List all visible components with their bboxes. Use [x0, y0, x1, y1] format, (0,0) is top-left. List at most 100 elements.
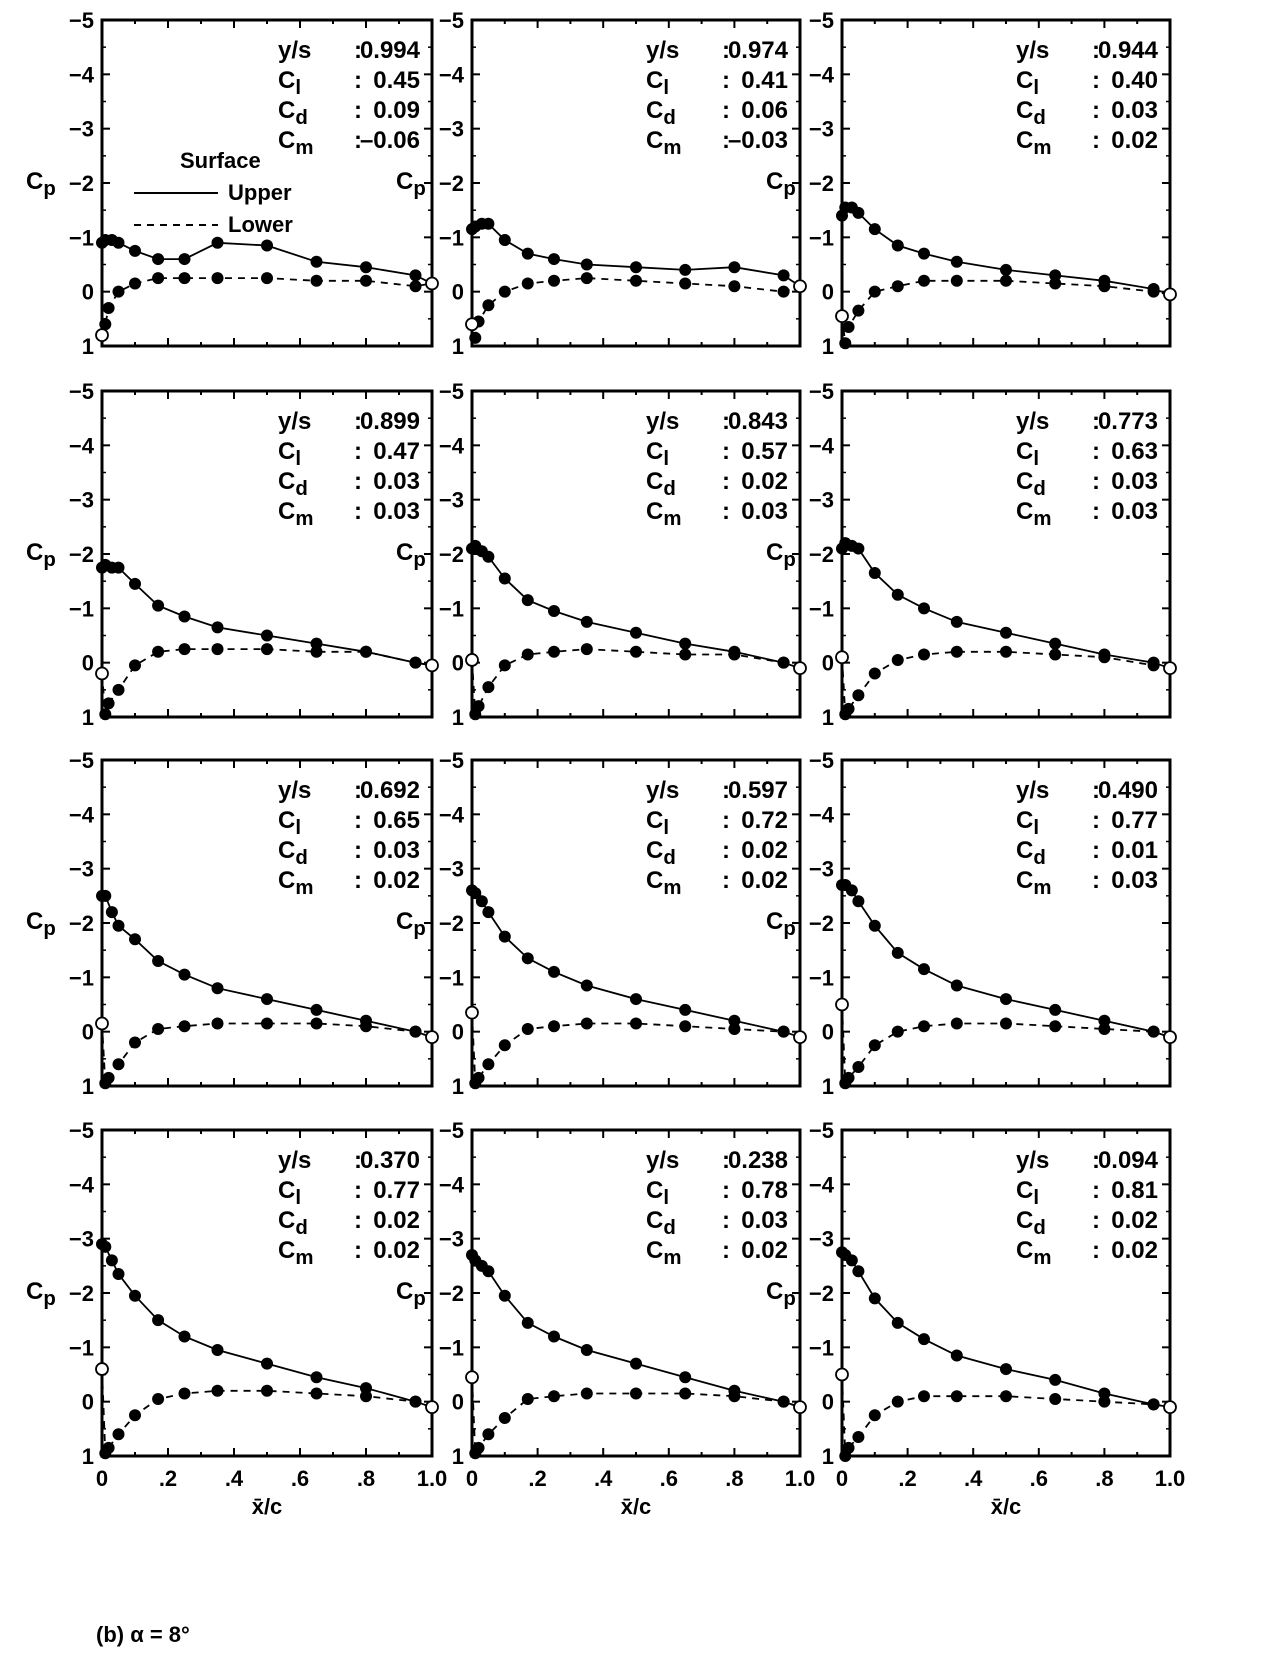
cm-label: Cm: [646, 867, 681, 899]
x-tick-label: .2: [528, 1466, 546, 1491]
cd-label: Cd: [646, 837, 676, 869]
cl-value: 0.47: [373, 438, 420, 465]
x-tick-label: 0: [836, 1466, 848, 1491]
y-tick-label: −4: [439, 802, 465, 827]
cd-value: 0.02: [1111, 1207, 1158, 1234]
ys-value: 0.974: [728, 37, 789, 64]
lower-data-point: [1000, 1017, 1012, 1030]
y-tick-label: −5: [69, 748, 94, 773]
cm-value: 0.02: [741, 1237, 788, 1264]
panel-2: −5−4−3−2−101Cpy/s:0.974Cl:0.41Cd:0.06Cm:…: [396, 8, 807, 359]
cd-value: 0.03: [373, 468, 420, 495]
lower-data-point: [728, 1390, 741, 1403]
ys-value: 0.490: [1098, 777, 1158, 804]
ys-label: y/s: [646, 1147, 679, 1174]
legend-title: Surface: [180, 148, 261, 173]
lower-data-point: [918, 274, 930, 287]
lower-data-point: [842, 702, 855, 715]
lower-data-point: [178, 1020, 191, 1033]
lower-data-point: [1049, 648, 1062, 661]
cl-label: Cl: [646, 67, 669, 99]
upper-data-point: [475, 895, 488, 908]
upper-data-point: [891, 946, 904, 959]
cd-colon: :: [1092, 97, 1100, 124]
cd-colon: :: [722, 468, 730, 495]
upper-data-point: [852, 1265, 865, 1278]
lower-data-point: [112, 285, 125, 298]
y-tick-label: −3: [439, 1227, 464, 1252]
ys-label: y/s: [1016, 777, 1049, 804]
lower-data-point: [548, 1390, 560, 1403]
trailing-edge-point: [793, 279, 807, 294]
upper-data-point: [261, 993, 273, 1006]
upper-data-point: [469, 887, 482, 900]
upper-data-point: [548, 965, 560, 978]
y-tick-label: −2: [439, 542, 464, 567]
cm-label: Cm: [1016, 127, 1051, 159]
y-tick-label: −4: [69, 802, 95, 827]
lower-data-point: [409, 1395, 422, 1408]
upper-data-point: [498, 234, 511, 247]
trailing-edge-point: [425, 276, 439, 291]
y-tick-label: −5: [439, 379, 464, 404]
x-tick-label: .2: [159, 1466, 177, 1491]
y-tick-label: −3: [439, 117, 464, 142]
lower-data-point: [679, 1020, 692, 1033]
upper-data-point: [178, 610, 191, 623]
lower-data-point: [1147, 1398, 1160, 1411]
ys-label: y/s: [278, 37, 311, 64]
cd-label: Cd: [278, 97, 308, 129]
y-tick-label: −5: [69, 379, 94, 404]
upper-data-point: [409, 269, 422, 282]
leading-edge-point: [95, 1016, 109, 1031]
ys-colon: :: [722, 1147, 730, 1174]
lower-surface-line: [101, 648, 433, 715]
y-tick-label: −1: [809, 225, 834, 250]
y-tick-label: −2: [69, 911, 94, 936]
y-tick-label: −3: [69, 857, 94, 882]
x-axis-label: x̄/c: [621, 1494, 652, 1519]
cl-value: 0.45: [373, 67, 420, 94]
trailing-edge-point: [1163, 661, 1177, 675]
y-tick-label: −4: [69, 1172, 95, 1197]
lower-data-point: [482, 681, 495, 694]
upper-data-point: [105, 906, 118, 919]
cl-colon: :: [722, 438, 730, 465]
cd-colon: :: [1092, 1207, 1100, 1234]
upper-data-point: [482, 217, 495, 230]
lower-data-point: [102, 301, 115, 314]
cl-value: 0.81: [1111, 1177, 1158, 1204]
upper-data-point: [868, 567, 881, 580]
lower-data-point: [112, 1058, 125, 1071]
cl-label: Cl: [1016, 1177, 1039, 1209]
lower-data-point: [580, 1387, 593, 1400]
upper-data-point: [548, 605, 560, 618]
ys-value: 0.994: [360, 37, 421, 64]
cd-value: 0.09: [373, 97, 420, 124]
lower-surface-line: [841, 279, 1171, 344]
lower-data-point: [521, 648, 534, 661]
ys-label: y/s: [278, 777, 311, 804]
lower-data-point: [777, 1025, 790, 1038]
lower-data-point: [1049, 277, 1062, 290]
upper-data-point: [950, 615, 963, 628]
lower-surface-line: [101, 1022, 433, 1087]
lower-data-point: [630, 1017, 642, 1030]
lower-data-point: [261, 643, 273, 656]
lower-surface-line: [841, 1374, 1171, 1457]
upper-data-point: [1049, 637, 1062, 650]
lower-data-point: [129, 277, 141, 290]
lower-data-point: [102, 1071, 115, 1084]
y-tick-label: −5: [809, 8, 834, 33]
y-tick-label: −1: [439, 596, 464, 621]
lower-data-point: [112, 683, 125, 696]
lower-data-point: [891, 280, 904, 293]
lower-data-point: [580, 272, 593, 285]
cm-colon: :: [722, 498, 730, 525]
lower-data-point: [152, 272, 165, 285]
lower-data-point: [472, 700, 485, 713]
ys-label: y/s: [1016, 408, 1049, 435]
panel-5: −5−4−3−2−101Cpy/s:0.843Cl:0.57Cd:0.02Cm:…: [396, 379, 807, 730]
lower-data-point: [839, 337, 852, 350]
lower-data-point: [498, 1411, 511, 1424]
